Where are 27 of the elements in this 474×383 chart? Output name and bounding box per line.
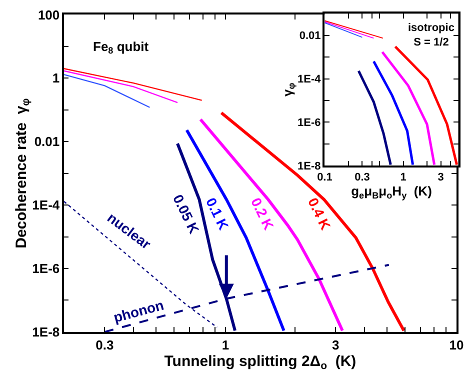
y-tick-label: 1 — [52, 70, 60, 86]
y-tick-label: 0.01 — [34, 134, 60, 150]
y-tick-label: 1E-4 — [32, 198, 60, 213]
y-tick-label: 0.01 — [299, 30, 321, 42]
x-tick-label: 3 — [332, 337, 340, 352]
text: g$_{e}$μ$_{B}$μ$_{o}$H$_{y}$ (K) — [351, 184, 432, 200]
text: 0.1 K — [202, 195, 232, 232]
x-tick-label: 10 — [449, 337, 464, 352]
x-tick-label: 0.1 — [317, 172, 332, 184]
text: 0.4 K — [304, 195, 334, 232]
annotation: isotropic S = 1/2 — [408, 22, 454, 48]
annotation: Fe$_{8}$ qubit — [93, 39, 150, 56]
y-tick-label: 1E-4 — [298, 74, 322, 86]
y-tick-label: 1E-6 — [298, 117, 321, 130]
x-tick-label: 3 — [438, 172, 444, 184]
y-tick-label: 1E-6 — [32, 261, 60, 276]
x-tick-label: 0.3 — [354, 172, 370, 184]
text: phonon — [112, 296, 166, 326]
y-tick-label: 100 — [38, 7, 60, 22]
x-axis-title: Tunneling splitting 2Δ$_{o}$ (K) — [164, 352, 356, 372]
text: 0.05 K — [170, 192, 202, 236]
x-tick-label: 1 — [400, 172, 406, 184]
text: 0.2 K — [248, 195, 277, 232]
x-tick-label: 0.3 — [96, 337, 114, 352]
y-tick-label: 1E-8 — [32, 324, 60, 340]
x-tick-label: 1 — [222, 337, 230, 352]
y-tick-label: 1E-8 — [298, 160, 321, 172]
